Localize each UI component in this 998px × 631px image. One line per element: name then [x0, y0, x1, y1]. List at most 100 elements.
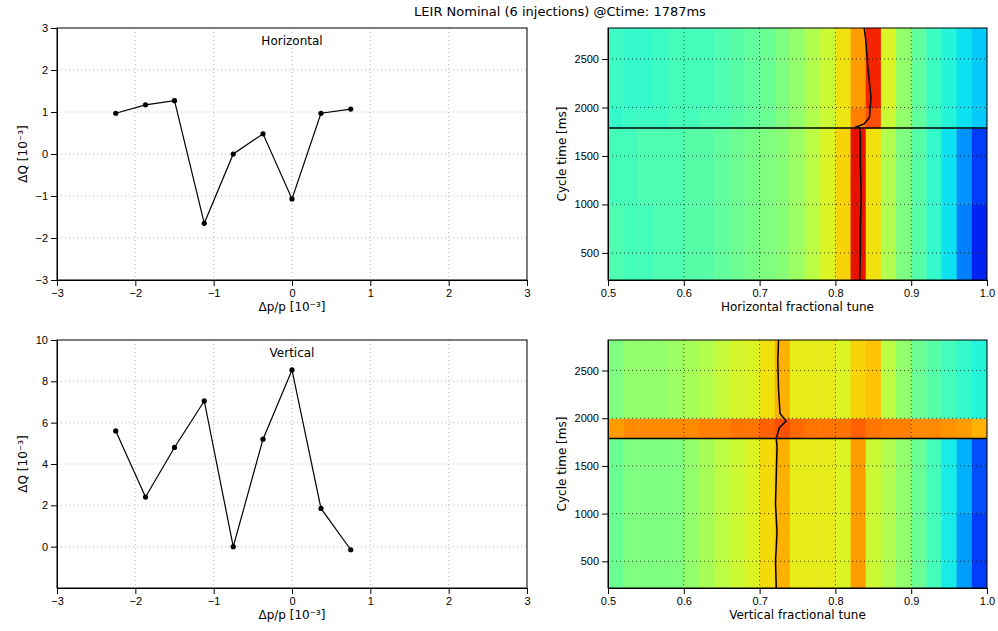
heatmap-cell: [729, 418, 745, 439]
x-tick: 0.6: [677, 588, 692, 607]
grid-line: [759, 340, 760, 588]
x-tick: 1: [368, 280, 374, 299]
heatmap-cell: [911, 107, 927, 128]
x-tick: 0.8: [828, 588, 843, 607]
heatmap-cell: [699, 340, 715, 419]
x-tick-label: 1.0: [980, 595, 995, 607]
heatmap-cell: [608, 128, 624, 205]
y-tick-mark: [51, 381, 57, 382]
heatmap-cell: [790, 418, 806, 439]
heatmap-cell: [896, 418, 912, 439]
heatmap-cell: [911, 28, 927, 108]
x-tick: 0: [289, 588, 295, 607]
y-tick-mark: [602, 204, 608, 205]
y-tick-mark: [51, 280, 57, 281]
x-tick: 1.0: [980, 588, 995, 607]
panel-title: Horizontal: [261, 34, 322, 48]
heatmap-cell: [881, 418, 897, 439]
heatmap-cell: [820, 204, 836, 280]
heatmap-cell: [714, 107, 730, 128]
x-tick-mark: [608, 588, 609, 594]
heatmap-cell: [911, 204, 927, 280]
data-point: [172, 98, 177, 103]
x-axis-line: [609, 588, 988, 589]
x-tick-mark: [527, 588, 528, 594]
heatmap-cell: [926, 204, 942, 280]
heatmap-cell: [729, 340, 745, 419]
y-tick-mark: [602, 561, 608, 562]
heatmap-cell: [608, 204, 624, 280]
heatmap-cell: [942, 514, 958, 588]
heatmap-cell: [775, 28, 791, 108]
heatmap-cell: [790, 340, 806, 419]
data-point: [260, 131, 265, 136]
y-axis-line: [57, 341, 58, 589]
y-tick-mark: [602, 107, 608, 108]
heatmap-cell: [805, 514, 821, 588]
heatmap-cell: [820, 107, 836, 128]
heatmap-cell: [623, 28, 639, 108]
y-axis: −3−2−10123: [35, 22, 57, 286]
heatmap-cell: [835, 107, 851, 128]
grid-line: [608, 340, 609, 588]
y-tick: 10: [36, 334, 57, 346]
grid-line: [57, 381, 527, 382]
heatmap-cell: [653, 128, 669, 205]
heatmap-cell: [942, 439, 958, 515]
heatmap-cell: [851, 439, 867, 515]
y-tick-mark: [51, 112, 57, 113]
y-tick: 2: [42, 499, 57, 511]
x-tick: 0.6: [677, 280, 692, 299]
grid-line: [759, 28, 760, 280]
grid-line: [911, 340, 912, 588]
heatmap-cell: [653, 204, 669, 280]
heatmap-cell: [896, 128, 912, 205]
heatmap-cell: [623, 418, 639, 439]
heatmap-cell: [714, 28, 730, 108]
heatmap-cell: [729, 128, 745, 205]
y-tick-label: 2000: [575, 101, 599, 113]
x-tick: 0.7: [752, 588, 767, 607]
heatmap-cell: [866, 204, 882, 280]
heatmap-cell: [638, 107, 654, 128]
x-tick-mark: [684, 280, 685, 286]
heatmap-cell: [684, 439, 700, 515]
y-tick: −3: [35, 274, 57, 286]
heatmap-cell: [775, 128, 791, 205]
x-tick-mark: [760, 280, 761, 286]
heatmap-cell: [805, 107, 821, 128]
x-tick: 2: [446, 280, 452, 299]
heatmap-cell: [669, 418, 685, 439]
heatmap-cell: [911, 340, 927, 419]
grid-line: [292, 28, 293, 280]
y-tick-label: 1500: [575, 460, 599, 472]
x-axis: 0.50.60.70.80.91.0: [601, 588, 995, 607]
y-tick: 2000: [575, 101, 608, 113]
x-tick: 0: [289, 280, 295, 299]
y-tick-mark: [51, 196, 57, 197]
x-tick-mark: [370, 280, 371, 286]
heatmap-cell: [820, 128, 836, 205]
heatmap-cell: [972, 28, 987, 108]
heatmap-cell: [744, 204, 760, 280]
y-tick: 1500: [575, 150, 608, 162]
heatmap-cell: [926, 418, 942, 439]
ctime-line: [608, 127, 987, 129]
data-point: [348, 106, 353, 111]
heatmap-cell: [669, 128, 685, 205]
y-tick: 0: [42, 148, 57, 160]
y-tick-mark: [602, 466, 608, 467]
heatmap-cell: [790, 439, 806, 515]
x-tick-label: 3: [524, 287, 530, 299]
y-tick-label: 2000: [575, 412, 599, 424]
heatmap-cell: [775, 107, 791, 128]
panel-title: Vertical: [270, 346, 315, 360]
y-tick-label: −3: [35, 274, 48, 286]
heatmap-cell: [760, 418, 776, 439]
heatmap-cell: [851, 514, 867, 588]
heatmap-cell: [760, 107, 776, 128]
heatmap-cell: [851, 340, 867, 419]
heatmap-cell: [699, 28, 715, 108]
heatmap-cell: [669, 439, 685, 515]
heatmap-cell: [835, 128, 851, 205]
